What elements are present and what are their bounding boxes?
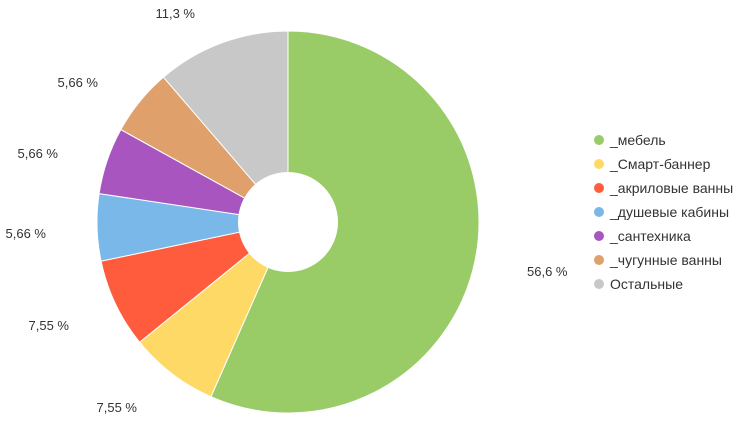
legend-label: _душевые кабины <box>610 204 729 220</box>
slice-label-1: 7,55 % <box>97 400 138 415</box>
legend-item-0[interactable]: _мебель <box>594 128 748 152</box>
donut-hole <box>238 172 338 272</box>
pie-slice-0[interactable] <box>210 30 480 414</box>
legend: _мебель _Смарт-баннер _акриловые ванны _… <box>594 128 748 296</box>
slice-label-2: 7,55 % <box>29 318 70 333</box>
labels-group: 56,6 % 7,55 % 7,55 % 5,66 % 5,66 % 5,66 % 11,3… <box>6 6 568 415</box>
slices-group <box>96 30 480 414</box>
pie-slice-6[interactable] <box>162 30 289 224</box>
legend-label: _чугунные ванны <box>610 252 722 268</box>
legend-item-6[interactable]: Остальные <box>594 272 748 296</box>
legend-item-3[interactable]: _душевые кабины <box>594 200 748 224</box>
slice-label-6: 11,3 % <box>155 6 195 21</box>
slice-label-3: 5,66 % <box>6 226 47 241</box>
slice-label-0: 56,6 % <box>527 264 568 279</box>
slice-label-4: 5,66 % <box>18 146 59 161</box>
slice-label-5: 5,66 % <box>58 75 99 90</box>
legend-item-5[interactable]: _чугунные ванны <box>594 248 748 272</box>
legend-dot-icon <box>594 255 604 265</box>
legend-dot-icon <box>594 231 604 241</box>
legend-dot-icon <box>594 207 604 217</box>
legend-dot-icon <box>594 183 604 193</box>
legend-dot-icon <box>594 159 604 169</box>
legend-item-1[interactable]: _Смарт-баннер <box>594 152 748 176</box>
legend-label: Остальные <box>610 276 683 292</box>
legend-dot-icon <box>594 135 604 145</box>
legend-label: _мебель <box>610 132 666 148</box>
legend-dot-icon <box>594 279 604 289</box>
legend-label: _сантехника <box>610 228 691 244</box>
legend-item-4[interactable]: _сантехника <box>594 224 748 248</box>
legend-label: _Смарт-баннер <box>610 156 711 172</box>
legend-item-2[interactable]: _акриловые ванны <box>594 176 748 200</box>
legend-label: _акриловые ванны <box>610 180 734 196</box>
